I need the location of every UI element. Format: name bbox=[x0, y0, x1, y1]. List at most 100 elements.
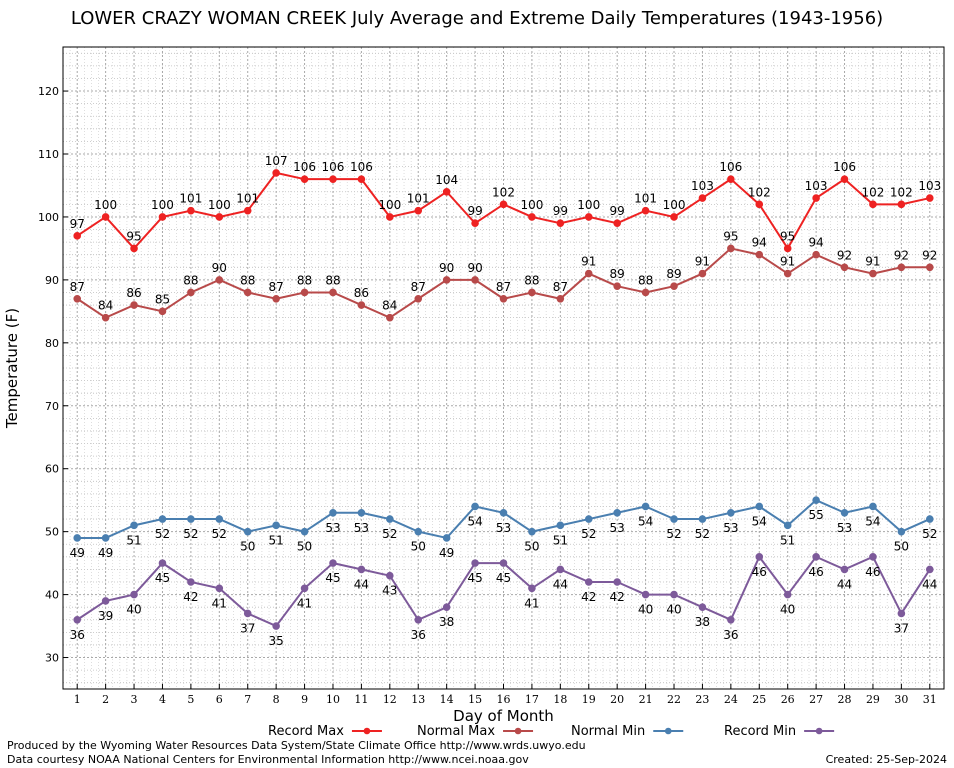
data-label-record-max: 106 bbox=[322, 160, 345, 174]
data-point-normal-max bbox=[300, 288, 309, 297]
grid-lines bbox=[63, 47, 944, 689]
data-label-normal-max: 91 bbox=[780, 255, 795, 269]
data-label-normal-max: 87 bbox=[70, 280, 85, 294]
data-label-normal-max: 88 bbox=[297, 273, 312, 287]
data-label-normal-max: 88 bbox=[183, 273, 198, 287]
data-point-normal-min bbox=[386, 515, 394, 523]
data-label-record-max: 104 bbox=[435, 173, 458, 187]
data-point-normal-max bbox=[869, 269, 877, 278]
data-label-normal-max: 90 bbox=[467, 261, 482, 275]
data-label-normal-min: 54 bbox=[467, 514, 482, 528]
data-label-normal-max: 91 bbox=[581, 255, 596, 269]
data-point-normal-min bbox=[101, 534, 110, 542]
x-tick-label: 26 bbox=[781, 693, 795, 706]
data-label-record-min: 40 bbox=[126, 603, 141, 617]
data-point-record-max bbox=[357, 175, 366, 183]
y-tick-label: 30 bbox=[45, 652, 59, 665]
data-label-normal-min: 53 bbox=[325, 521, 340, 535]
data-point-record-min bbox=[357, 565, 366, 574]
data-point-record-max bbox=[187, 206, 195, 215]
data-label-normal-max: 92 bbox=[922, 248, 937, 262]
data-point-normal-min bbox=[300, 527, 309, 536]
data-point-record-max bbox=[755, 200, 764, 209]
data-label-normal-max: 86 bbox=[126, 286, 141, 300]
data-point-record-min bbox=[73, 615, 82, 624]
y-tick-label: 70 bbox=[45, 400, 59, 413]
data-point-normal-min bbox=[329, 508, 337, 517]
y-tick-label: 110 bbox=[38, 148, 59, 161]
data-point-record-min bbox=[613, 578, 621, 586]
data-point-record-max bbox=[130, 244, 138, 253]
data-label-record-min: 43 bbox=[382, 584, 397, 598]
data-point-record-min bbox=[243, 609, 252, 618]
data-point-normal-max bbox=[357, 301, 366, 309]
x-tick-label: 8 bbox=[273, 693, 280, 706]
credit-line-1: Produced by the Wyoming Water Resources … bbox=[7, 739, 586, 752]
data-label-record-max: 100 bbox=[94, 198, 117, 212]
data-point-normal-min bbox=[130, 521, 138, 530]
data-label-record-min: 36 bbox=[70, 628, 85, 642]
data-label-normal-max: 86 bbox=[354, 286, 369, 300]
data-label-record-max: 97 bbox=[70, 217, 85, 231]
data-point-normal-max bbox=[187, 288, 195, 297]
x-tick-label: 21 bbox=[639, 693, 653, 706]
y-tick-label: 80 bbox=[45, 337, 59, 350]
y-tick-label: 100 bbox=[38, 211, 59, 224]
data-label-record-min: 44 bbox=[553, 577, 568, 591]
data-label-record-max: 101 bbox=[634, 192, 657, 206]
data-point-record-min bbox=[187, 578, 195, 586]
data-point-record-min bbox=[783, 590, 792, 599]
data-point-normal-max bbox=[755, 250, 764, 259]
data-point-normal-min bbox=[215, 515, 224, 523]
y-tick-label: 120 bbox=[38, 85, 59, 98]
data-label-normal-max: 91 bbox=[865, 255, 880, 269]
data-point-record-min bbox=[727, 615, 735, 624]
data-point-record-min bbox=[300, 584, 309, 593]
y-tick-label: 60 bbox=[45, 463, 59, 476]
data-point-record-max bbox=[840, 175, 849, 183]
data-label-record-max: 101 bbox=[236, 192, 259, 206]
data-label-record-max: 100 bbox=[378, 198, 401, 212]
data-label-normal-max: 94 bbox=[808, 236, 823, 250]
x-tick-label: 31 bbox=[923, 693, 937, 706]
y-tick-label: 50 bbox=[45, 526, 59, 539]
legend-marker-normal-max bbox=[514, 727, 522, 735]
chart-title: LOWER CRAZY WOMAN CREEK July Average and… bbox=[70, 8, 884, 29]
data-label-record-max: 95 bbox=[126, 229, 141, 243]
data-point-record-max bbox=[101, 213, 110, 221]
data-label-record-max: 100 bbox=[577, 198, 600, 212]
data-label-record-max: 100 bbox=[520, 198, 543, 212]
data-point-record-max bbox=[272, 169, 280, 177]
data-label-normal-min: 53 bbox=[496, 521, 511, 535]
data-point-normal-max bbox=[783, 269, 792, 278]
data-point-record-max bbox=[698, 194, 707, 202]
data-point-normal-min bbox=[272, 521, 280, 530]
data-point-normal-min bbox=[698, 515, 707, 523]
x-tick-label: 24 bbox=[724, 693, 738, 706]
data-label-record-min: 40 bbox=[638, 603, 653, 617]
x-tick-label: 22 bbox=[667, 693, 681, 706]
data-point-normal-max bbox=[556, 294, 565, 303]
data-label-record-min: 37 bbox=[894, 621, 909, 635]
data-label-record-min: 46 bbox=[865, 565, 880, 579]
data-point-record-min bbox=[584, 578, 593, 586]
data-label-record-min: 41 bbox=[524, 596, 539, 610]
data-point-record-max bbox=[471, 219, 479, 228]
data-label-normal-min: 53 bbox=[723, 521, 738, 535]
x-tick-label: 30 bbox=[894, 693, 908, 706]
data-point-record-max bbox=[670, 213, 678, 221]
data-label-normal-max: 87 bbox=[411, 280, 426, 294]
data-label-normal-max: 94 bbox=[752, 236, 767, 250]
data-label-record-min: 40 bbox=[666, 603, 681, 617]
data-label-normal-min: 50 bbox=[240, 540, 255, 554]
data-label-record-max: 99 bbox=[553, 204, 568, 218]
data-point-record-min bbox=[414, 615, 423, 624]
data-point-record-min bbox=[897, 609, 906, 618]
data-point-record-min bbox=[925, 565, 934, 574]
data-label-record-min: 45 bbox=[325, 571, 340, 585]
x-tick-label: 6 bbox=[216, 693, 223, 706]
data-point-normal-min bbox=[187, 515, 195, 523]
x-tick-label: 7 bbox=[244, 693, 251, 706]
data-point-normal-max bbox=[584, 269, 593, 278]
data-label-normal-min: 50 bbox=[297, 540, 312, 554]
